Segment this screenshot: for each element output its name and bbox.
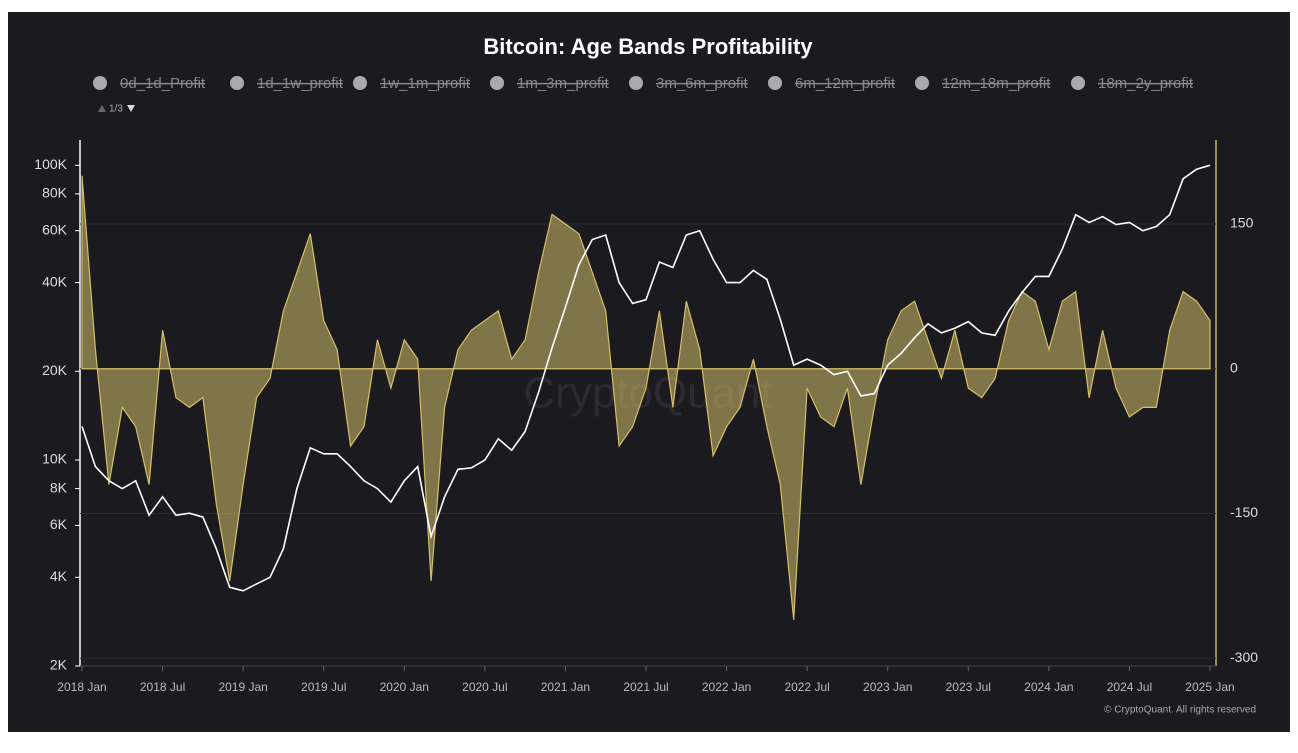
- y-tick-label: 10K: [42, 451, 68, 467]
- y-tick-label: 100K: [34, 156, 67, 172]
- legend-marker[interactable]: [629, 76, 643, 90]
- pager-up[interactable]: [98, 105, 106, 112]
- x-tick-label: 2024 Jul: [1107, 680, 1152, 694]
- x-tick-label: 2021 Jul: [623, 680, 668, 694]
- y-tick-label: 40K: [42, 273, 68, 289]
- x-tick-label: 2018 Jul: [140, 680, 185, 694]
- legend-label[interactable]: 6m_12m_profit: [795, 75, 896, 92]
- y2-tick-label: 150: [1230, 215, 1254, 231]
- footer: © CryptoQuant. All rights reserved: [1104, 705, 1256, 716]
- y-tick-label: 2K: [50, 657, 68, 673]
- legend-marker[interactable]: [490, 76, 504, 90]
- y-tick-label: 20K: [42, 362, 68, 378]
- y2-tick-label: -300: [1230, 649, 1258, 665]
- y-tick-label: 4K: [50, 568, 68, 584]
- x-tick-label: 2019 Jan: [218, 680, 267, 694]
- y2-tick-label: 0: [1230, 359, 1238, 375]
- y-tick-label: 8K: [50, 479, 68, 495]
- legend-marker[interactable]: [230, 76, 244, 90]
- legend-label[interactable]: 3m_6m_profit: [656, 75, 749, 92]
- x-tick-label: 2023 Jan: [863, 680, 912, 694]
- y2-tick-label: -150: [1230, 504, 1258, 520]
- profit-area: [81, 175, 1211, 620]
- x-tick-label: 2022 Jan: [702, 680, 751, 694]
- legend-label[interactable]: 1m_3m_profit: [517, 75, 610, 92]
- y-tick-label: 80K: [42, 185, 68, 201]
- pager-down[interactable]: [127, 105, 135, 112]
- legend-label[interactable]: 18m_2y_profit: [1098, 75, 1194, 92]
- x-tick-label: 2020 Jan: [380, 680, 429, 694]
- x-tick-label: 2024 Jan: [1024, 680, 1073, 694]
- x-tick-label: 2019 Jul: [301, 680, 346, 694]
- x-tick-label: 2023 Jul: [946, 680, 991, 694]
- legend-page: 1/3: [109, 104, 123, 115]
- legend-label[interactable]: 12m_18m_profit: [942, 75, 1051, 92]
- x-tick-label: 2020 Jul: [462, 680, 507, 694]
- x-tick-label: 2021 Jan: [541, 680, 590, 694]
- y-tick-label: 6K: [50, 516, 68, 532]
- legend-label[interactable]: 1d_1w_profit: [257, 75, 344, 92]
- legend-marker[interactable]: [353, 76, 367, 90]
- price-line: [81, 164, 1211, 592]
- legend-marker[interactable]: [768, 76, 782, 90]
- legend-marker[interactable]: [915, 76, 929, 90]
- x-tick-label: 2025 Jan: [1185, 680, 1234, 694]
- y-tick-label: 60K: [42, 221, 68, 237]
- chart-title: Bitcoin: Age Bands Profitability: [483, 34, 813, 59]
- legend-marker[interactable]: [93, 76, 107, 90]
- legend-label[interactable]: 0d_1d_Profit: [120, 75, 206, 92]
- x-tick-label: 2018 Jan: [57, 680, 106, 694]
- legend-marker[interactable]: [1071, 76, 1085, 90]
- legend-label[interactable]: 1w_1m_profit: [380, 75, 471, 92]
- x-tick-label: 2022 Jul: [784, 680, 829, 694]
